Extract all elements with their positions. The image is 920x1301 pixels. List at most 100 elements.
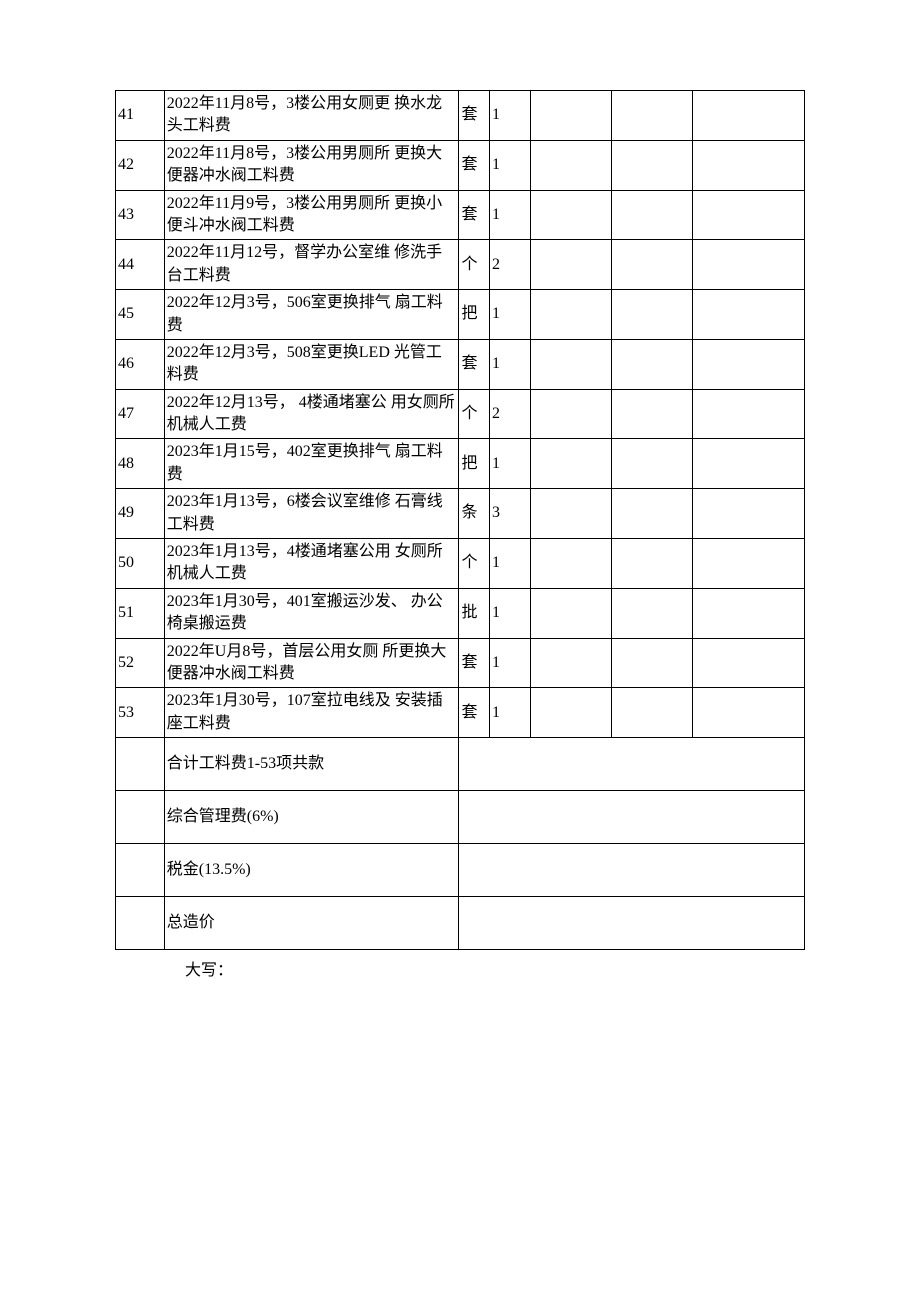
row-blank <box>611 91 692 141</box>
document-page: 41 2022年11月8号，3楼公用女厕更 换水龙头工料费 套 1 42 202… <box>0 0 920 980</box>
row-blank <box>693 439 805 489</box>
summary-row-tax: 税金(13.5%) <box>116 844 805 897</box>
row-unit: 个 <box>459 389 489 439</box>
row-quantity: 1 <box>489 190 530 240</box>
table-row: 48 2023年1月15号，402室更换排气 扇工料费 把 1 <box>116 439 805 489</box>
row-blank <box>530 290 611 340</box>
row-blank <box>693 489 805 539</box>
cost-table: 41 2022年11月8号，3楼公用女厕更 换水龙头工料费 套 1 42 202… <box>115 90 805 950</box>
row-blank <box>611 688 692 738</box>
row-quantity: 2 <box>489 389 530 439</box>
summary-label: 合计工料费1-53项共款 <box>164 738 459 791</box>
row-blank <box>530 339 611 389</box>
row-number: 50 <box>116 539 165 589</box>
row-blank <box>530 389 611 439</box>
row-quantity: 1 <box>489 91 530 141</box>
summary-value <box>459 738 805 791</box>
summary-row-subtotal: 合计工料费1-53项共款 <box>116 738 805 791</box>
table-row: 53 2023年1月30号，107室拉电线及 安装插座工料费 套 1 <box>116 688 805 738</box>
table-row: 47 2022年12月13号， 4楼通堵塞公 用女厕所机械人工费 个 2 <box>116 389 805 439</box>
row-number: 44 <box>116 240 165 290</box>
row-blank <box>611 588 692 638</box>
row-description: 2022年12月3号，508室更换LED 光管工料费 <box>164 339 459 389</box>
row-number: 45 <box>116 290 165 340</box>
summary-row-management-fee: 综合管理费(6%) <box>116 791 805 844</box>
amount-in-words-label: 大写： <box>115 950 805 980</box>
row-blank <box>530 190 611 240</box>
row-number: 48 <box>116 439 165 489</box>
row-blank <box>611 290 692 340</box>
table-row: 46 2022年12月3号，508室更换LED 光管工料费 套 1 <box>116 339 805 389</box>
table-row: 45 2022年12月3号，506室更换排气 扇工料费 把 1 <box>116 290 805 340</box>
row-number <box>116 897 165 950</box>
row-quantity: 1 <box>489 339 530 389</box>
row-quantity: 1 <box>489 539 530 589</box>
row-number: 51 <box>116 588 165 638</box>
row-blank <box>693 539 805 589</box>
row-description: 2023年1月13号，4楼通堵塞公用 女厕所机械人工费 <box>164 539 459 589</box>
table-row: 52 2022年U月8号，首层公用女厕 所更换大便器冲水阀工料费 套 1 <box>116 638 805 688</box>
row-blank <box>611 439 692 489</box>
row-quantity: 1 <box>489 638 530 688</box>
table-row: 43 2022年11月9号，3楼公用男厕所 更换小便斗冲水阀工料费 套 1 <box>116 190 805 240</box>
row-number: 49 <box>116 489 165 539</box>
row-quantity: 1 <box>489 588 530 638</box>
row-blank <box>693 290 805 340</box>
row-description: 2023年1月30号，107室拉电线及 安装插座工料费 <box>164 688 459 738</box>
table-row: 44 2022年11月12号，督学办公室维 修洗手台工料费 个 2 <box>116 240 805 290</box>
summary-value <box>459 897 805 950</box>
row-blank <box>693 91 805 141</box>
row-number: 46 <box>116 339 165 389</box>
row-number <box>116 738 165 791</box>
row-number: 42 <box>116 140 165 190</box>
row-blank <box>530 688 611 738</box>
row-quantity: 1 <box>489 290 530 340</box>
row-blank <box>693 190 805 240</box>
row-unit: 批 <box>459 588 489 638</box>
row-description: 2022年11月8号，3楼公用女厕更 换水龙头工料费 <box>164 91 459 141</box>
row-unit: 个 <box>459 240 489 290</box>
row-unit: 套 <box>459 140 489 190</box>
table-row: 51 2023年1月30号，401室搬运沙发、 办公椅桌搬运费 批 1 <box>116 588 805 638</box>
table-row: 41 2022年11月8号，3楼公用女厕更 换水龙头工料费 套 1 <box>116 91 805 141</box>
row-blank <box>611 539 692 589</box>
row-blank <box>693 588 805 638</box>
summary-value <box>459 844 805 897</box>
row-blank <box>530 91 611 141</box>
row-blank <box>530 638 611 688</box>
row-blank <box>611 240 692 290</box>
row-blank <box>530 439 611 489</box>
row-blank <box>530 588 611 638</box>
row-unit: 套 <box>459 688 489 738</box>
row-blank <box>611 190 692 240</box>
row-blank <box>693 140 805 190</box>
row-number: 53 <box>116 688 165 738</box>
row-description: 2023年1月30号，401室搬运沙发、 办公椅桌搬运费 <box>164 588 459 638</box>
row-blank <box>530 240 611 290</box>
row-quantity: 1 <box>489 688 530 738</box>
row-quantity: 2 <box>489 240 530 290</box>
row-number: 43 <box>116 190 165 240</box>
row-quantity: 1 <box>489 439 530 489</box>
row-description: 2022年U月8号，首层公用女厕 所更换大便器冲水阀工料费 <box>164 638 459 688</box>
row-blank <box>611 489 692 539</box>
row-blank <box>693 339 805 389</box>
row-description: 2022年11月8号，3楼公用男厕所 更换大便器冲水阀工料费 <box>164 140 459 190</box>
summary-value <box>459 791 805 844</box>
summary-label: 税金(13.5%) <box>164 844 459 897</box>
row-blank <box>693 389 805 439</box>
row-number: 41 <box>116 91 165 141</box>
row-unit: 把 <box>459 439 489 489</box>
row-unit: 套 <box>459 91 489 141</box>
row-unit: 个 <box>459 539 489 589</box>
row-quantity: 1 <box>489 140 530 190</box>
row-number <box>116 844 165 897</box>
summary-row-total: 总造价 <box>116 897 805 950</box>
row-blank <box>611 389 692 439</box>
row-blank <box>530 140 611 190</box>
row-blank <box>693 240 805 290</box>
row-description: 2023年1月13号，6楼会议室维修 石膏线工料费 <box>164 489 459 539</box>
row-description: 2023年1月15号，402室更换排气 扇工料费 <box>164 439 459 489</box>
row-unit: 套 <box>459 638 489 688</box>
row-number: 47 <box>116 389 165 439</box>
